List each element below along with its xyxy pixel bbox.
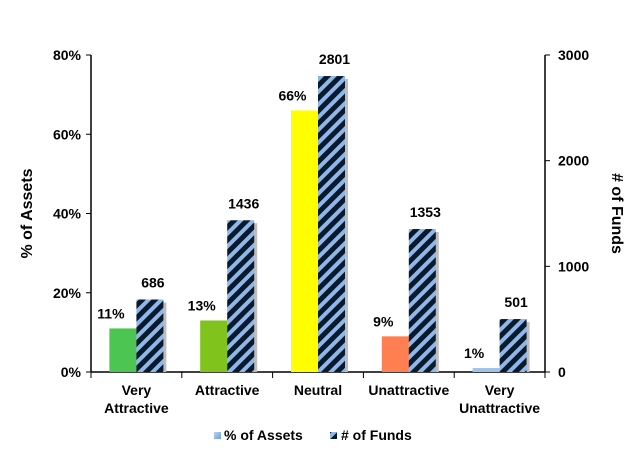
y-left-axis-title: % of Assets	[19, 168, 36, 258]
assets-bar	[200, 320, 228, 372]
left-tick-label: 0%	[61, 364, 82, 380]
left-tick-label: 60%	[53, 126, 82, 142]
assets-data-label: 9%	[373, 313, 394, 329]
category-label: Unattractive	[368, 382, 449, 398]
funds-data-label: 1436	[228, 195, 259, 211]
legend-label-assets: % of Assets	[224, 427, 303, 443]
category-label: Attractive	[104, 400, 169, 416]
assets-bar	[109, 328, 137, 372]
right-tick-label: 2000	[558, 153, 589, 169]
funds-data-label: 501	[504, 294, 528, 310]
y-right-axis-title: # of Funds	[608, 173, 625, 254]
right-tick-label: 3000	[558, 47, 589, 63]
assets-bar	[381, 336, 409, 372]
category-label: Attractive	[195, 382, 260, 398]
category-label: Neutral	[294, 382, 342, 398]
assets-data-label: 1%	[464, 345, 485, 361]
legend-swatch-assets	[214, 432, 221, 439]
left-tick-label: 20%	[53, 285, 82, 301]
funds-bar	[499, 319, 527, 372]
right-tick-label: 0	[558, 364, 566, 380]
left-tick-label: 40%	[53, 206, 82, 222]
funds-bar	[136, 299, 164, 372]
legend-swatch-funds	[330, 432, 337, 439]
right-tick-label: 1000	[558, 258, 589, 274]
funds-data-label: 686	[141, 275, 165, 291]
assets-data-label: 66%	[278, 87, 307, 103]
assets-data-label: 11%	[97, 305, 125, 321]
category-label: Very	[485, 382, 515, 398]
funds-data-label: 1353	[410, 204, 441, 220]
assets-bar	[291, 110, 318, 372]
assets-bar	[472, 368, 500, 372]
funds-bar	[227, 220, 255, 372]
category-label: Unattractive	[459, 400, 540, 416]
left-tick-label: 80%	[53, 47, 82, 63]
assets-data-label: 13%	[188, 297, 217, 313]
legend-label-funds: # of Funds	[341, 427, 412, 443]
funds-bar	[318, 76, 345, 373]
plot-area: 0% 20% 40% 60% 80% 0 1000 2000 3000 % of Assets # …	[19, 47, 625, 443]
category-label: Very	[122, 382, 152, 398]
funds-bar	[408, 229, 436, 372]
funds-data-label: 2801	[319, 51, 350, 67]
